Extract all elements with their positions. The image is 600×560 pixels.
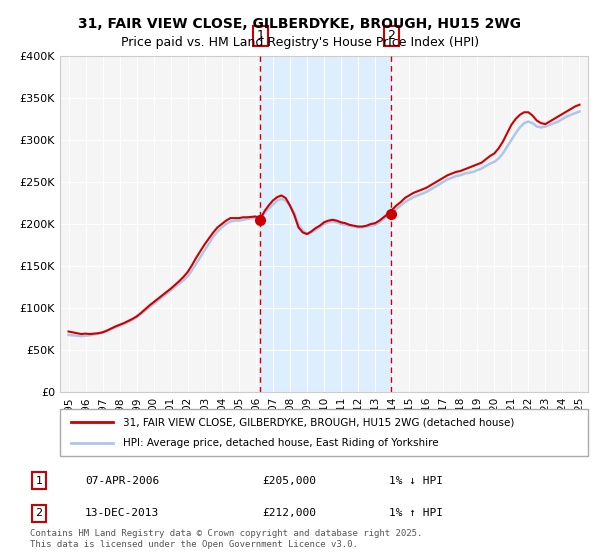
Text: 1: 1	[257, 29, 265, 43]
Text: 2: 2	[35, 508, 43, 519]
FancyBboxPatch shape	[60, 409, 588, 456]
Text: Contains HM Land Registry data © Crown copyright and database right 2025.
This d: Contains HM Land Registry data © Crown c…	[30, 529, 422, 549]
Text: 13-DEC-2013: 13-DEC-2013	[85, 508, 160, 519]
Text: £212,000: £212,000	[262, 508, 316, 519]
Text: £205,000: £205,000	[262, 476, 316, 486]
Text: HPI: Average price, detached house, East Riding of Yorkshire: HPI: Average price, detached house, East…	[124, 438, 439, 448]
Text: Price paid vs. HM Land Registry's House Price Index (HPI): Price paid vs. HM Land Registry's House …	[121, 36, 479, 49]
Text: 1: 1	[35, 476, 43, 486]
Text: 31, FAIR VIEW CLOSE, GILBERDYKE, BROUGH, HU15 2WG: 31, FAIR VIEW CLOSE, GILBERDYKE, BROUGH,…	[79, 17, 521, 31]
Text: 31, FAIR VIEW CLOSE, GILBERDYKE, BROUGH, HU15 2WG (detached house): 31, FAIR VIEW CLOSE, GILBERDYKE, BROUGH,…	[124, 417, 515, 427]
Text: 2: 2	[388, 29, 395, 43]
Bar	[260, 56, 391, 392]
Text: 1% ↑ HPI: 1% ↑ HPI	[389, 508, 443, 519]
Text: 1% ↓ HPI: 1% ↓ HPI	[389, 476, 443, 486]
Text: 07-APR-2006: 07-APR-2006	[85, 476, 160, 486]
